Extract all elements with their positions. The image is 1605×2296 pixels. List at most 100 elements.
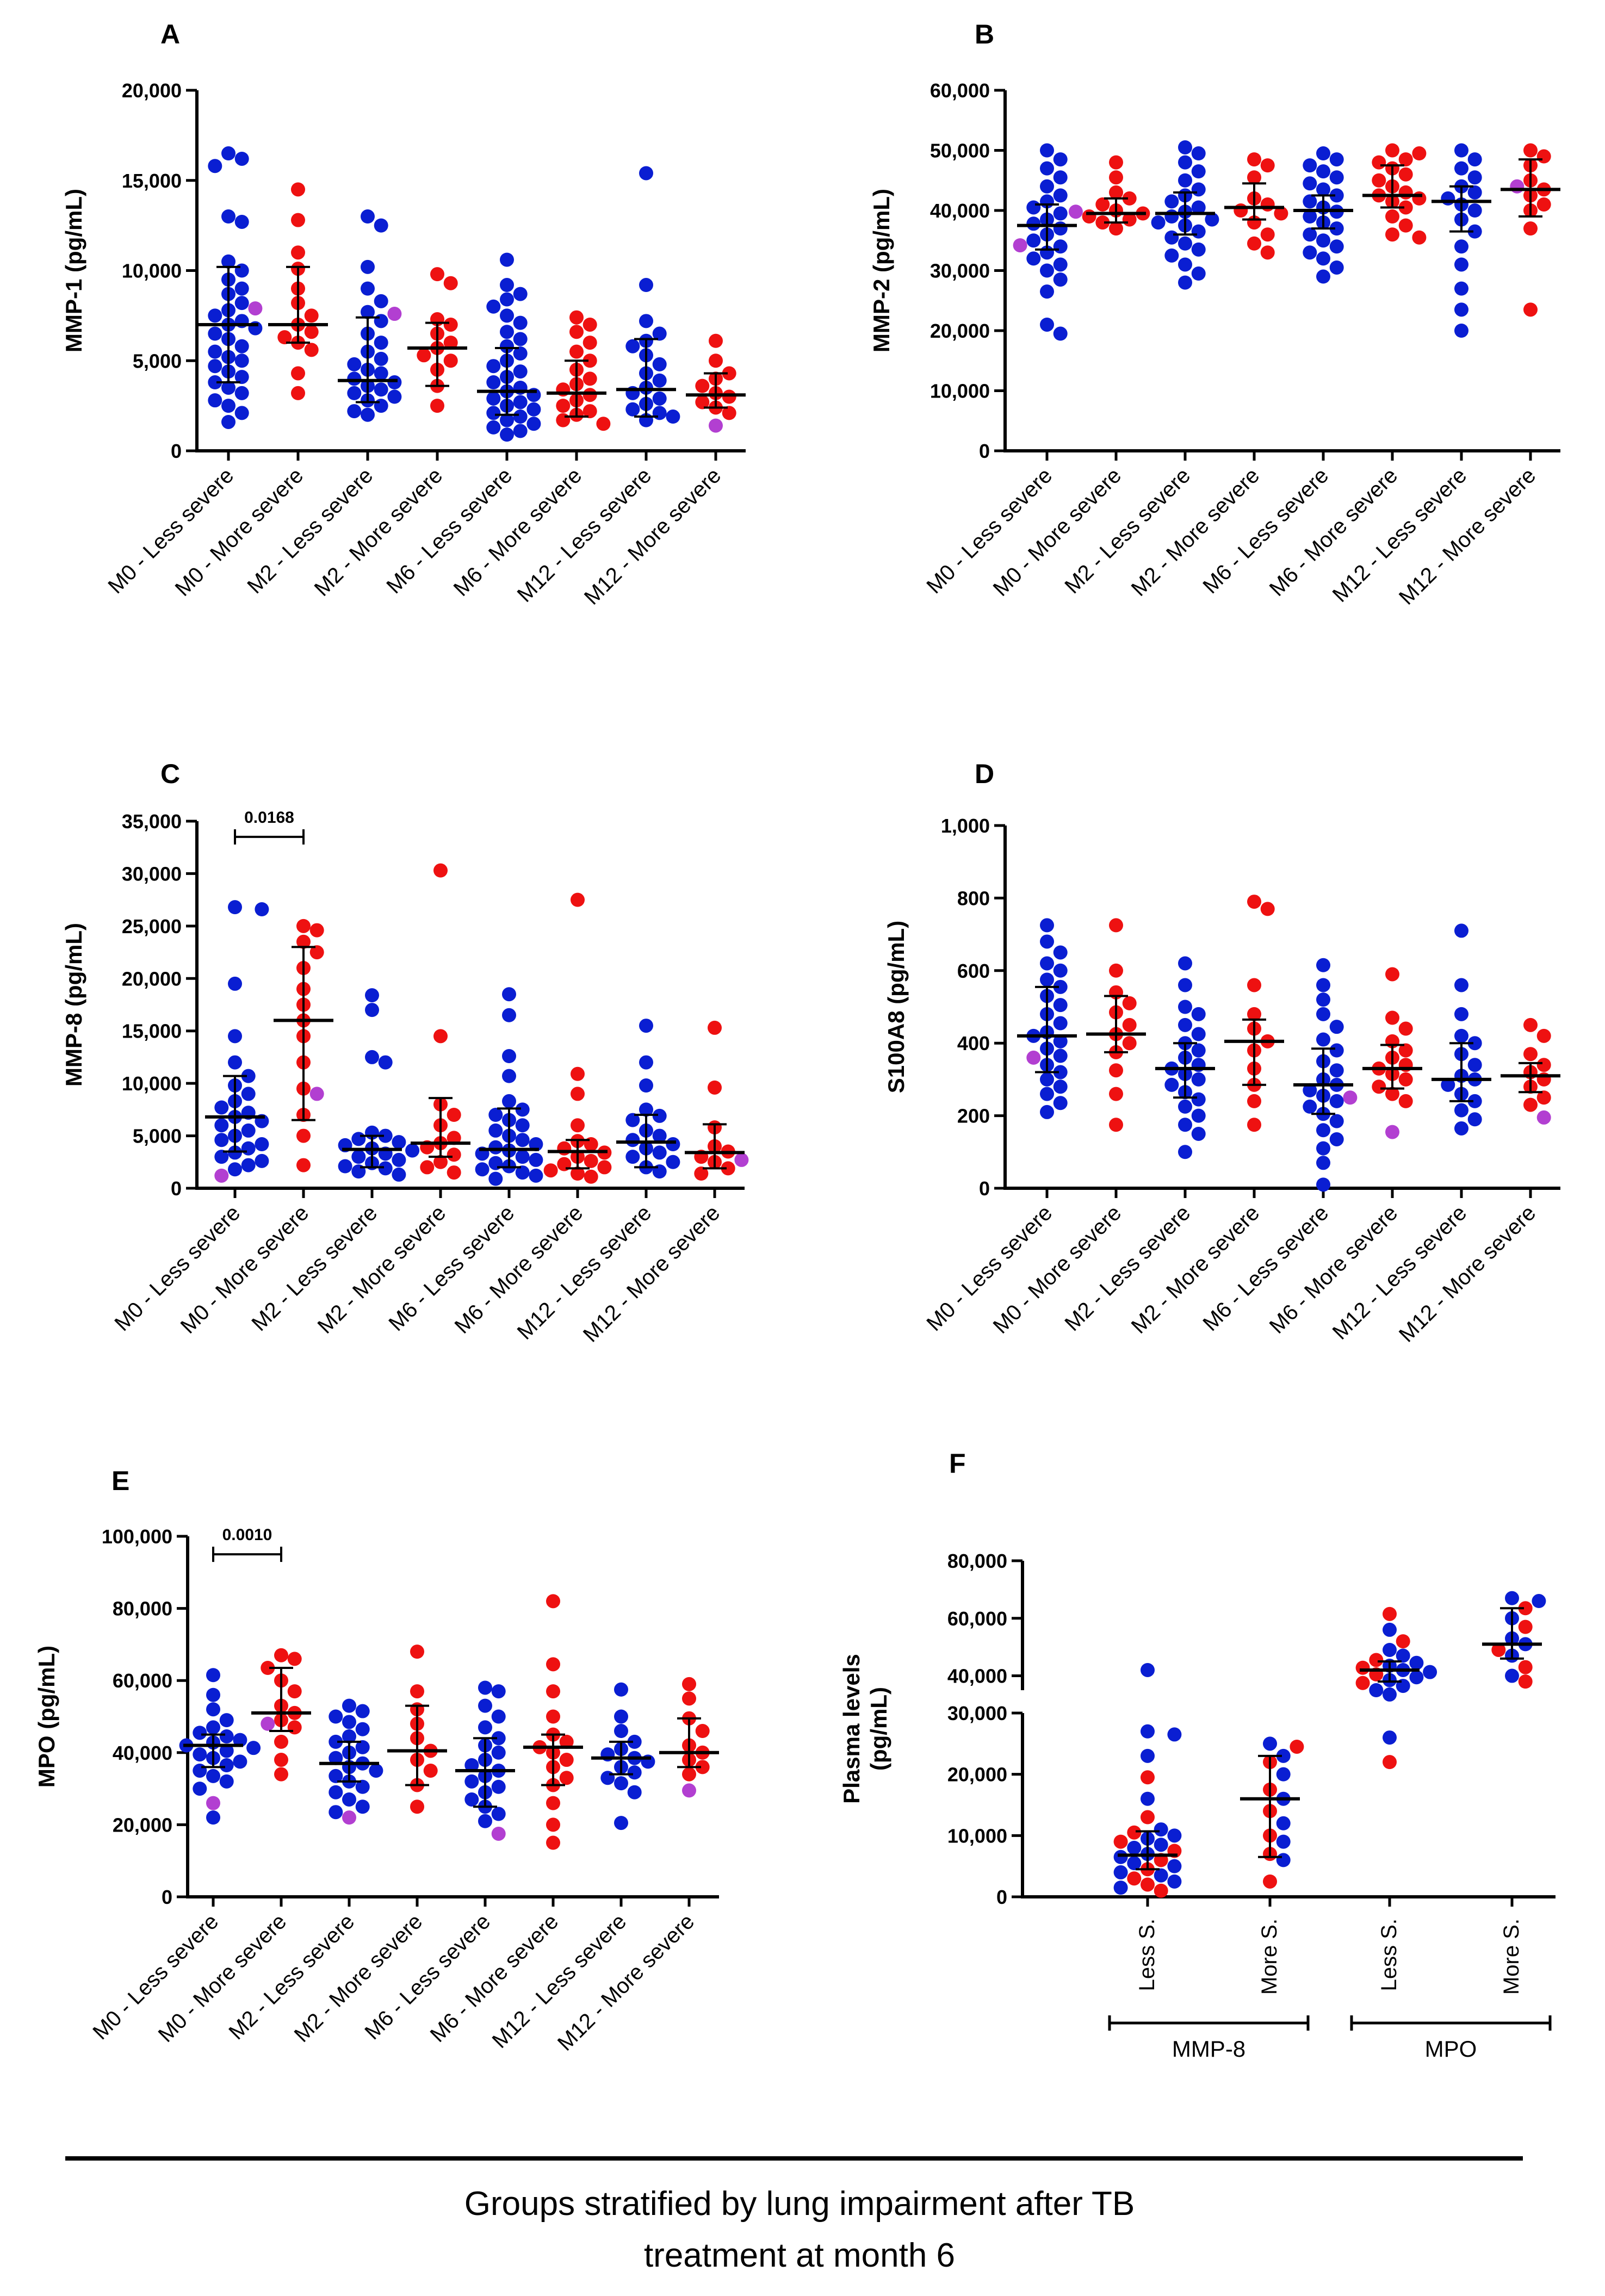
data-point bbox=[329, 1709, 343, 1724]
data-point bbox=[365, 1003, 379, 1017]
data-point bbox=[1316, 1007, 1330, 1021]
data-point bbox=[1191, 200, 1206, 215]
data-point bbox=[1122, 1036, 1137, 1051]
data-point bbox=[1398, 152, 1413, 167]
data-point bbox=[342, 1715, 356, 1729]
data-point bbox=[652, 406, 667, 420]
data-point bbox=[234, 296, 249, 311]
data-point bbox=[355, 1799, 370, 1814]
data-point bbox=[287, 1652, 302, 1666]
data-point bbox=[1398, 1094, 1413, 1108]
y-tick-label: 50,000 bbox=[930, 140, 990, 162]
panel-label: D bbox=[975, 759, 994, 789]
data-point bbox=[1164, 209, 1179, 224]
data-point bbox=[1082, 209, 1096, 224]
data-point bbox=[488, 1123, 503, 1138]
x-category-label: M0 - More severe bbox=[154, 1909, 292, 2047]
data-point bbox=[206, 1668, 220, 1683]
data-point bbox=[1053, 257, 1068, 272]
data-point bbox=[1398, 218, 1413, 233]
data-point bbox=[1141, 1791, 1155, 1806]
data-point bbox=[1164, 1077, 1179, 1092]
data-point bbox=[1369, 1653, 1384, 1667]
data-point bbox=[1398, 1072, 1413, 1087]
data-point bbox=[614, 1682, 628, 1697]
y-tick-label: 30,000 bbox=[947, 1702, 1007, 1724]
data-point bbox=[513, 364, 528, 379]
data-point bbox=[513, 287, 528, 301]
data-point bbox=[361, 281, 375, 296]
data-point bbox=[582, 317, 597, 332]
y-tick-label: 25,000 bbox=[122, 915, 182, 938]
panel-b-mmp2: B 0 10,000 20,000 30,000 40,000 50,000 60,000 MM… bbox=[869, 19, 1560, 610]
data-point bbox=[291, 245, 305, 260]
x-category-label: M6 - More severe bbox=[426, 1909, 563, 2047]
data-point bbox=[500, 252, 514, 267]
data-point bbox=[309, 923, 324, 938]
data-point bbox=[430, 267, 444, 282]
data-point bbox=[1260, 902, 1275, 916]
y-tick-label: 0 bbox=[171, 1177, 182, 1200]
data-point bbox=[475, 1162, 489, 1177]
data-point bbox=[1316, 958, 1330, 972]
data-point bbox=[500, 413, 514, 427]
panel-label: B bbox=[975, 19, 994, 49]
data-point bbox=[1141, 1748, 1155, 1763]
data-point bbox=[625, 1150, 640, 1164]
data-point bbox=[625, 1113, 640, 1127]
data-point bbox=[1026, 251, 1041, 266]
data-point bbox=[1109, 1087, 1123, 1101]
data-point bbox=[221, 399, 236, 413]
data-point bbox=[342, 1729, 356, 1743]
data-point bbox=[500, 308, 514, 323]
data-point bbox=[1276, 1767, 1291, 1782]
data-point bbox=[1109, 963, 1123, 978]
data-point bbox=[208, 393, 222, 408]
data-point bbox=[208, 359, 222, 374]
data-point bbox=[433, 1155, 448, 1169]
data-point bbox=[392, 1135, 406, 1150]
data-point bbox=[1040, 1072, 1054, 1087]
data-point bbox=[241, 1141, 256, 1156]
data-point bbox=[513, 409, 528, 424]
data-point bbox=[365, 1050, 379, 1064]
data-point bbox=[1141, 1724, 1155, 1739]
data-point bbox=[233, 1754, 247, 1769]
data-point bbox=[597, 1160, 612, 1175]
data-point bbox=[614, 1709, 628, 1724]
data-point bbox=[365, 988, 379, 1003]
data-point bbox=[255, 1137, 269, 1151]
data-point bbox=[228, 1055, 242, 1070]
data-point bbox=[1260, 197, 1275, 212]
data-point bbox=[233, 1733, 247, 1747]
data-point bbox=[491, 1779, 506, 1794]
data-point bbox=[1303, 158, 1317, 173]
data-point bbox=[221, 254, 236, 269]
x-category-label: M2 - Less severe bbox=[1060, 1201, 1195, 1336]
data-point bbox=[1013, 238, 1027, 253]
data-point bbox=[1518, 1674, 1533, 1689]
data-point bbox=[1454, 1103, 1468, 1118]
data-point bbox=[208, 326, 222, 341]
data-point bbox=[627, 1734, 642, 1749]
data-point bbox=[1040, 317, 1054, 332]
data-point bbox=[274, 1648, 288, 1662]
data-point bbox=[464, 1792, 479, 1807]
data-point bbox=[1510, 179, 1525, 194]
data-point bbox=[309, 1087, 324, 1101]
y-tick-label: 30,000 bbox=[122, 862, 182, 885]
data-point bbox=[1260, 245, 1275, 260]
data-point bbox=[1454, 324, 1468, 338]
data-point bbox=[1191, 1108, 1206, 1123]
data-point bbox=[529, 1137, 543, 1151]
group-label: MMP-8 bbox=[1172, 2036, 1245, 2062]
data-point bbox=[378, 1128, 393, 1143]
x-category-label: M12 - Less severe bbox=[513, 1201, 656, 1344]
data-point bbox=[193, 1726, 207, 1740]
data-point bbox=[557, 1141, 572, 1156]
y-axis-label-line-1: Plasma levels bbox=[839, 1654, 864, 1804]
data-point bbox=[464, 1774, 479, 1789]
x-category-label: M0 - Less severe bbox=[88, 1909, 223, 2044]
data-point bbox=[1316, 1123, 1330, 1138]
data-point bbox=[652, 1128, 667, 1143]
